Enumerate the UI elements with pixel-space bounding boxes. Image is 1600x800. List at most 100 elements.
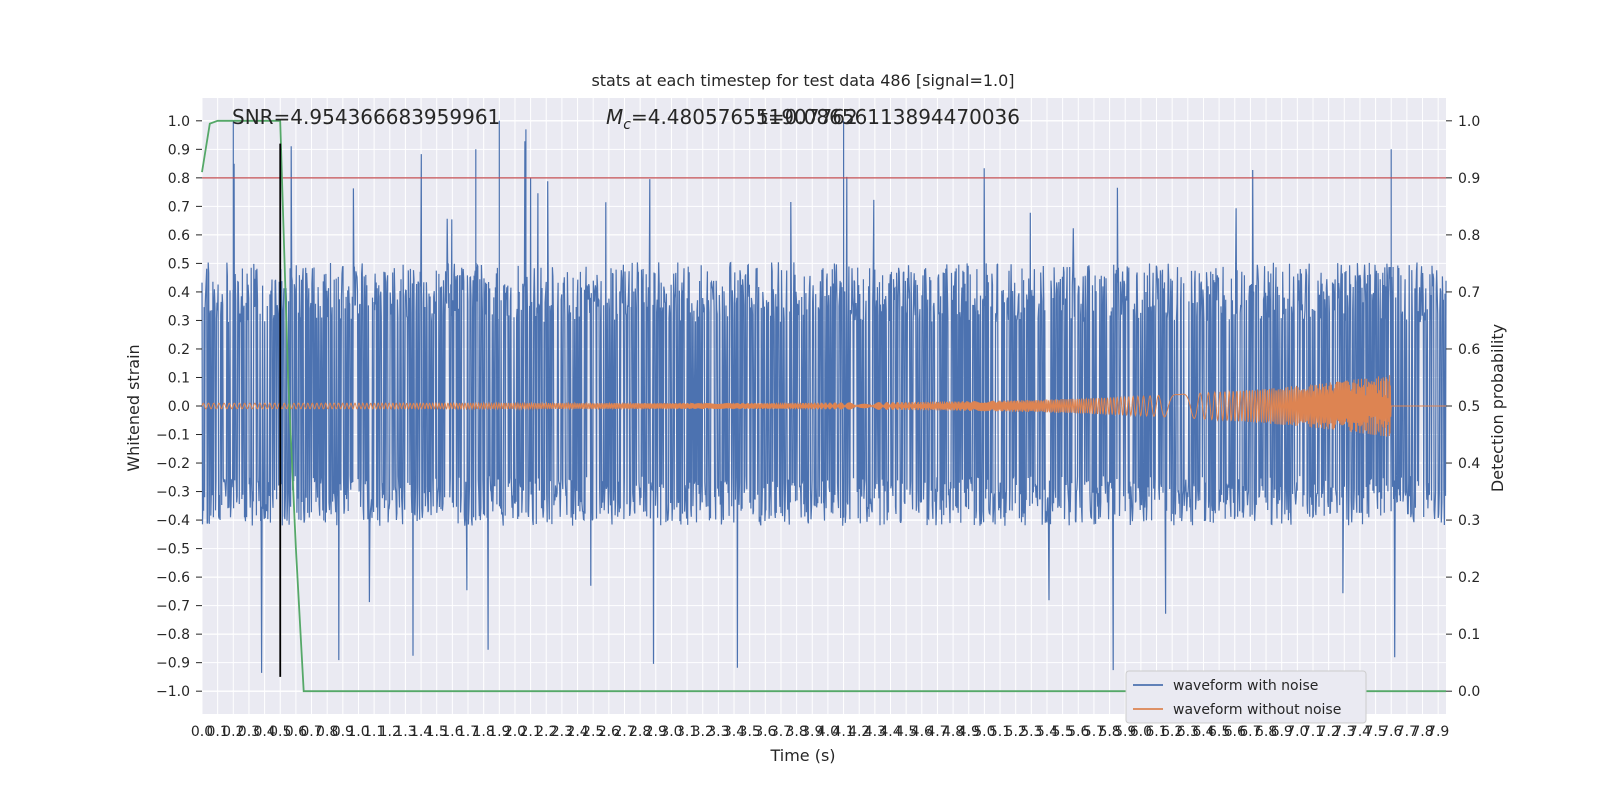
y2-tick-label: 0.1 xyxy=(1458,627,1480,643)
y-tick-label: −0.7 xyxy=(156,599,190,615)
x-tick-label: 0.9 xyxy=(332,724,354,740)
y2-tick-label: 0.4 xyxy=(1458,456,1480,472)
x-tick-label: 3.7 xyxy=(770,724,792,740)
x-tick-label: 5.4 xyxy=(1036,724,1058,740)
x-tick-label: 7.8 xyxy=(1411,724,1433,740)
x-tick-labels: 0.00.10.20.30.40.50.60.70.80.91.01.11.21… xyxy=(191,724,1449,740)
x-tick-label: 4.8 xyxy=(942,724,964,740)
x-tick-label: 6.4 xyxy=(1192,724,1214,740)
y-tick-label: 0.3 xyxy=(168,313,190,329)
x-tick-label: 2.2 xyxy=(535,724,557,740)
y2-tick-label: 0.6 xyxy=(1458,342,1480,358)
x-tick-label: 4.7 xyxy=(926,724,948,740)
legend-label-waveform-with-noise: waveform with noise xyxy=(1173,678,1318,694)
y-tick-label: −0.4 xyxy=(156,513,190,529)
y2-tick-label: 0.2 xyxy=(1458,570,1480,586)
x-tick-label: 0.2 xyxy=(222,724,244,740)
x-tick-label: 4.4 xyxy=(879,724,901,740)
x-tick-label: 2.7 xyxy=(613,724,635,740)
y-tick-label: −0.5 xyxy=(156,542,190,558)
x-tick-label: 5.2 xyxy=(1005,724,1027,740)
x-tick-label: 4.2 xyxy=(848,724,870,740)
y-tick-label: 1.0 xyxy=(168,114,190,130)
y-tick-label: −0.9 xyxy=(156,656,190,672)
x-tick-label: 5.8 xyxy=(1098,724,1120,740)
x-tick-label: 6.8 xyxy=(1255,724,1277,740)
y2-tick-labels: 1.0 0.9 0.8 0.7 0.6 0.5 0.4 0.3 0.2 0.1 0.0 xyxy=(1446,114,1480,700)
y-tick-label: 0.8 xyxy=(168,171,190,187)
x-tick-label: 2.5 xyxy=(582,724,604,740)
x-tick-label: 5.1 xyxy=(989,724,1011,740)
x-tick-label: 7.1 xyxy=(1302,724,1324,740)
x-tick-label: 0.7 xyxy=(300,724,322,740)
x-tick-label: 5.6 xyxy=(1067,724,1089,740)
x-tick-label: 3.6 xyxy=(754,724,776,740)
x-tick-label: 3.5 xyxy=(739,724,761,740)
x-tick-label: 4.3 xyxy=(864,724,886,740)
y-tick-label: 0.7 xyxy=(168,199,190,215)
x-tick-label: 5.7 xyxy=(1083,724,1105,740)
x-tick-label: 6.5 xyxy=(1208,724,1230,740)
x-tick-label: 5.3 xyxy=(1020,724,1042,740)
y-tick-label: −0.6 xyxy=(156,570,190,586)
x-tick-label: 1.0 xyxy=(347,724,369,740)
x-tick-label: 1.9 xyxy=(488,724,510,740)
x-tick-label: 7.9 xyxy=(1427,724,1449,740)
x-tick-label: 2.6 xyxy=(598,724,620,740)
time-annotation: t=0.08656113894470036 xyxy=(760,105,1020,129)
x-tick-label: 7.4 xyxy=(1349,724,1371,740)
x-tick-label: 3.9 xyxy=(801,724,823,740)
x-tick-label: 4.5 xyxy=(895,724,917,740)
x-tick-label: 6.7 xyxy=(1239,724,1261,740)
legend-box xyxy=(1125,670,1367,724)
x-tick-label: 3.8 xyxy=(785,724,807,740)
y2-tick-label: 0.0 xyxy=(1458,684,1480,700)
y-tick-label: 0.2 xyxy=(168,342,190,358)
y-tick-label: −0.2 xyxy=(156,456,190,472)
x-tick-label: 6.0 xyxy=(1130,724,1152,740)
y-tick-label: 0.0 xyxy=(168,399,190,415)
x-tick-label: 2.1 xyxy=(519,724,541,740)
x-tick-label: 3.1 xyxy=(676,724,698,740)
chirp-mass-annotation: Mc=4.480576551907762 xyxy=(606,105,858,133)
x-tick-label: 4.0 xyxy=(817,724,839,740)
x-tick-label: 0.4 xyxy=(253,724,275,740)
x-tick-label: 6.9 xyxy=(1271,724,1293,740)
x-tick-label: 0.8 xyxy=(316,724,338,740)
y-tick-label: −0.1 xyxy=(156,428,190,444)
y2-tick-label: 0.9 xyxy=(1458,171,1480,187)
legend: waveform with noise waveform without noi… xyxy=(1125,670,1367,724)
x-tick-label: 3.0 xyxy=(660,724,682,740)
x-tick-label: 6.6 xyxy=(1224,724,1246,740)
series-detection-probability xyxy=(201,119,1446,693)
x-tick-label: 0.1 xyxy=(207,724,229,740)
x-axis-label: Time (s) xyxy=(769,746,835,765)
x-tick-label: 5.5 xyxy=(1051,724,1073,740)
x-tick-label: 4.1 xyxy=(832,724,854,740)
x-tick-label: 2.9 xyxy=(645,724,667,740)
x-tick-label: 2.3 xyxy=(551,724,573,740)
x-tick-label: 7.3 xyxy=(1333,724,1355,740)
x-tick-label: 6.2 xyxy=(1161,724,1183,740)
x-tick-label: 0.5 xyxy=(269,724,291,740)
y-tick-label: 0.9 xyxy=(168,142,190,158)
x-tick-label: 1.1 xyxy=(363,724,385,740)
x-tick-label: 4.9 xyxy=(958,724,980,740)
x-tick-label: 1.3 xyxy=(394,724,416,740)
x-tick-label: 3.2 xyxy=(692,724,714,740)
x-tick-label: 2.8 xyxy=(629,724,651,740)
y-tick-label: 0.4 xyxy=(168,285,190,301)
y2-tick-label: 0.7 xyxy=(1458,285,1480,301)
x-tick-label: 2.4 xyxy=(566,724,588,740)
x-tick-label: 1.5 xyxy=(426,724,448,740)
x-tick-label: 0.0 xyxy=(191,724,213,740)
legend-label-waveform-without-noise: waveform without noise xyxy=(1173,702,1341,718)
y2-axis-label: Detection probability xyxy=(1488,324,1507,492)
y2-tick-label: 0.8 xyxy=(1458,228,1480,244)
series-waveform-with-noise xyxy=(201,120,1447,673)
y2-tick-label: 1.0 xyxy=(1458,114,1480,130)
y-tick-label: −0.3 xyxy=(156,485,190,501)
y-tick-label: −1.0 xyxy=(156,684,190,700)
x-tick-label: 7.7 xyxy=(1396,724,1418,740)
y-axis-label: Whitened strain xyxy=(124,344,143,471)
